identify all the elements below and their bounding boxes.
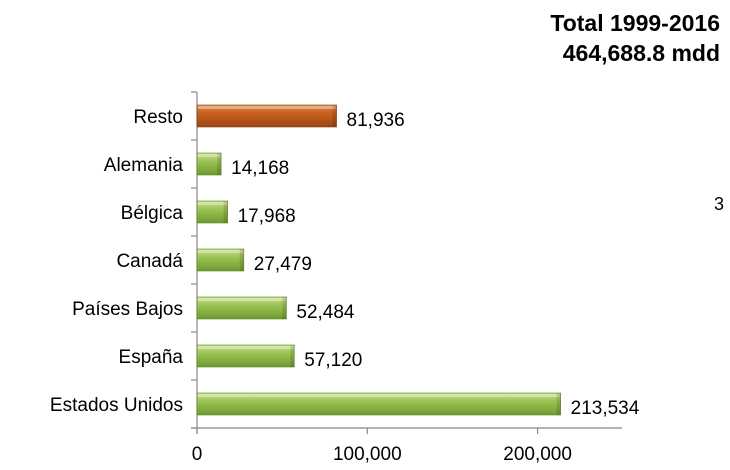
bar-highlight bbox=[198, 106, 336, 109]
value-label: 27,479 bbox=[254, 254, 312, 275]
bar-highlight bbox=[198, 250, 243, 253]
value-label: 57,120 bbox=[304, 350, 362, 371]
bar-group bbox=[196, 200, 228, 224]
x-tick-label: 200,000 bbox=[503, 444, 572, 465]
bar bbox=[196, 392, 561, 416]
bar-end-shade bbox=[223, 201, 228, 223]
category-label: Países Bajos bbox=[72, 299, 183, 320]
bar-highlight bbox=[198, 394, 560, 397]
bar-end-shade bbox=[239, 249, 244, 271]
category-label: España bbox=[119, 347, 184, 368]
category-label: Canadá bbox=[116, 251, 183, 272]
side-note: 3 bbox=[714, 194, 725, 214]
bar bbox=[196, 104, 337, 128]
bar-group bbox=[196, 248, 245, 272]
bar-group bbox=[196, 344, 295, 368]
bar-end-shade bbox=[332, 105, 337, 127]
bar bbox=[196, 344, 295, 368]
bar-highlight bbox=[198, 298, 286, 301]
bar-group bbox=[196, 392, 561, 416]
bar-end-shade bbox=[290, 345, 295, 367]
x-tick-label: 100,000 bbox=[333, 444, 402, 465]
bar-end-shade bbox=[282, 297, 287, 319]
value-label: 17,968 bbox=[238, 206, 296, 227]
category-label: Estados Unidos bbox=[50, 395, 183, 416]
category-label: Bélgica bbox=[121, 203, 184, 224]
labels: 0 100,000 200,000 Estados Unidos 213,534 Espa… bbox=[50, 107, 640, 465]
x-tick-label: 0 bbox=[192, 444, 203, 465]
category-label: Resto bbox=[133, 107, 183, 128]
bar-highlight bbox=[198, 202, 227, 205]
bar-end-shade bbox=[217, 153, 222, 175]
bar-group bbox=[196, 296, 287, 320]
value-label: 81,936 bbox=[347, 110, 405, 131]
value-label: 14,168 bbox=[231, 158, 289, 179]
bar bbox=[196, 296, 287, 320]
chart-title-line-1: Total 1999-2016 bbox=[550, 10, 720, 36]
chart-title: Total 1999-2016 464,688.8 mdd bbox=[420, 8, 720, 68]
bar-highlight bbox=[198, 346, 294, 349]
bar bbox=[196, 200, 228, 224]
category-label: Alemania bbox=[104, 155, 184, 176]
value-label: 52,484 bbox=[296, 302, 355, 323]
chart-title-line-2: 464,688.8 mdd bbox=[562, 40, 720, 66]
value-label: 213,534 bbox=[571, 398, 640, 419]
bar-end-shade bbox=[556, 393, 561, 415]
bars bbox=[196, 104, 561, 416]
bar bbox=[196, 248, 245, 272]
bar-group bbox=[196, 152, 222, 176]
bar-group bbox=[196, 104, 337, 128]
bar-highlight bbox=[198, 154, 221, 157]
bar bbox=[196, 152, 222, 176]
